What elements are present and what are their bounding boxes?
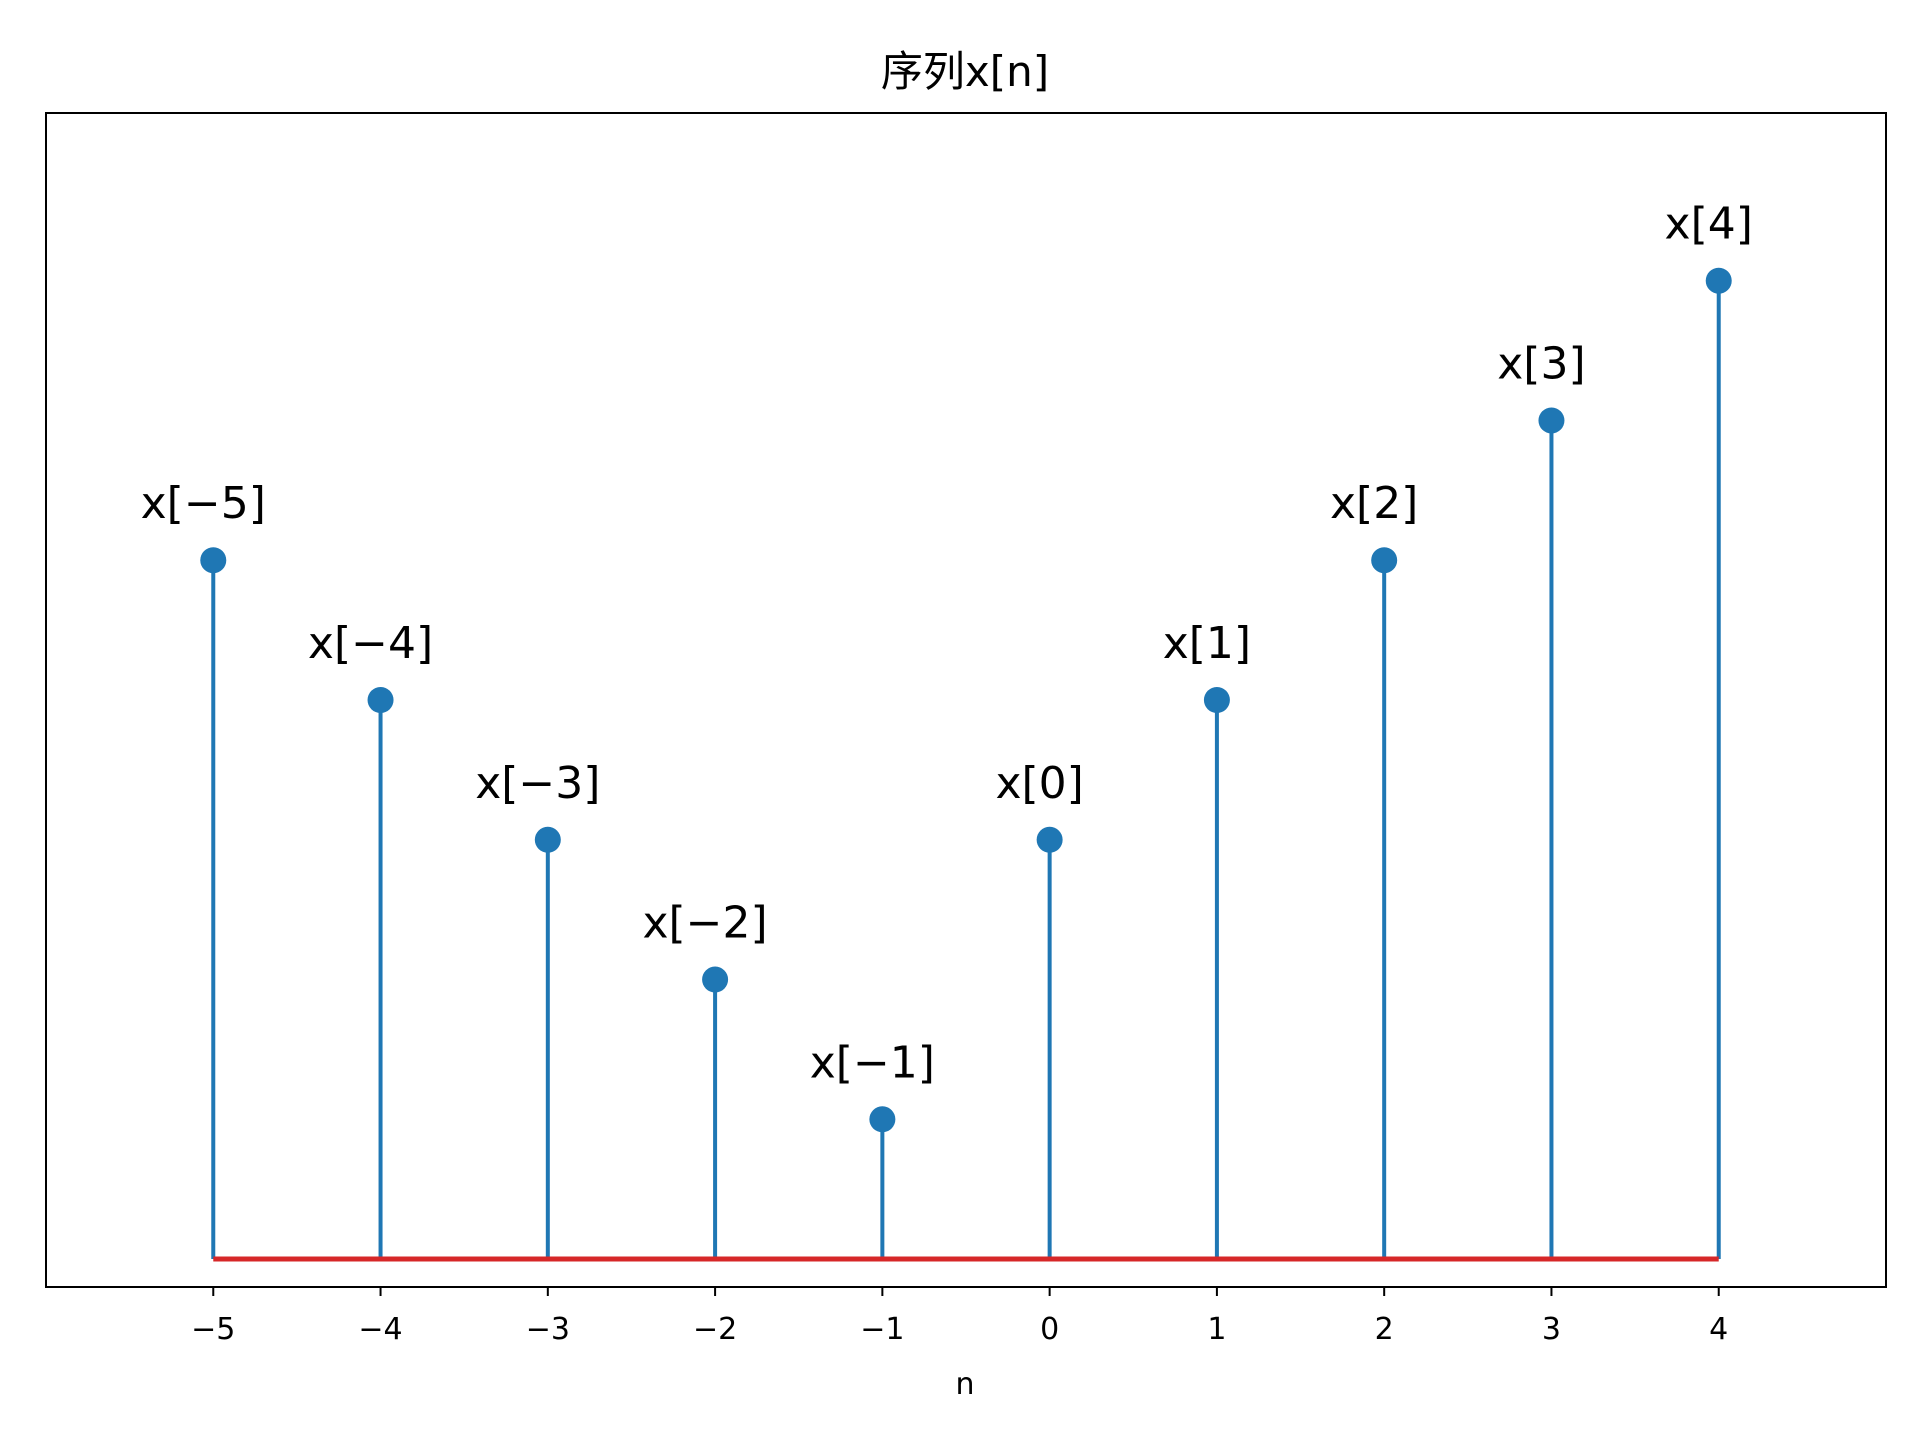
point-labels: x[−5] x[−4] x[−3] x[−2] x[−1] x[0] x[1] x[2] x[3… [141, 199, 1753, 1089]
stem-marker [702, 966, 729, 993]
x-tick-label: −2 [693, 1312, 737, 1347]
x-tick-label: −5 [191, 1312, 235, 1347]
stem-marker [1203, 687, 1230, 713]
x-tick-label: −3 [526, 1312, 570, 1347]
point-label: x[2] [1330, 478, 1418, 529]
chart-title: 序列x[n] [881, 47, 1049, 96]
stem-marker [1371, 547, 1398, 574]
stem-markers [200, 267, 1732, 1133]
x-tick-label: 0 [1040, 1312, 1059, 1347]
x-axis-ticks: −5 −4 −3 −2 −1 0 1 2 3 4 [191, 1287, 1728, 1347]
point-label: x[3] [1497, 338, 1585, 389]
point-label: x[0] [995, 758, 1083, 809]
point-label: x[1] [1163, 618, 1251, 669]
stem-marker [1036, 826, 1063, 853]
point-label: x[−2] [642, 898, 767, 949]
point-label: x[−3] [475, 758, 600, 809]
x-tick-label: 2 [1375, 1312, 1394, 1347]
plot-frame [45, 112, 1887, 1288]
stem-marker [1538, 407, 1565, 434]
x-axis-label: n [955, 1367, 974, 1402]
point-label: x[−5] [141, 478, 266, 529]
stem-lines [211, 280, 1721, 1260]
x-tick-label: 3 [1542, 1312, 1561, 1347]
stem-marker [869, 1106, 896, 1133]
point-label: x[−1] [810, 1037, 935, 1088]
x-tick-label: 4 [1709, 1312, 1728, 1347]
x-tick-label: 1 [1207, 1312, 1226, 1347]
x-tick-label: −4 [358, 1312, 402, 1347]
stem-marker [1705, 267, 1732, 294]
stem-marker [200, 547, 227, 574]
x-tick-label: −1 [860, 1312, 904, 1347]
stem-marker [367, 687, 394, 713]
point-label: x[4] [1665, 199, 1753, 250]
point-label: x[−4] [308, 618, 433, 669]
stem-marker [534, 826, 561, 853]
